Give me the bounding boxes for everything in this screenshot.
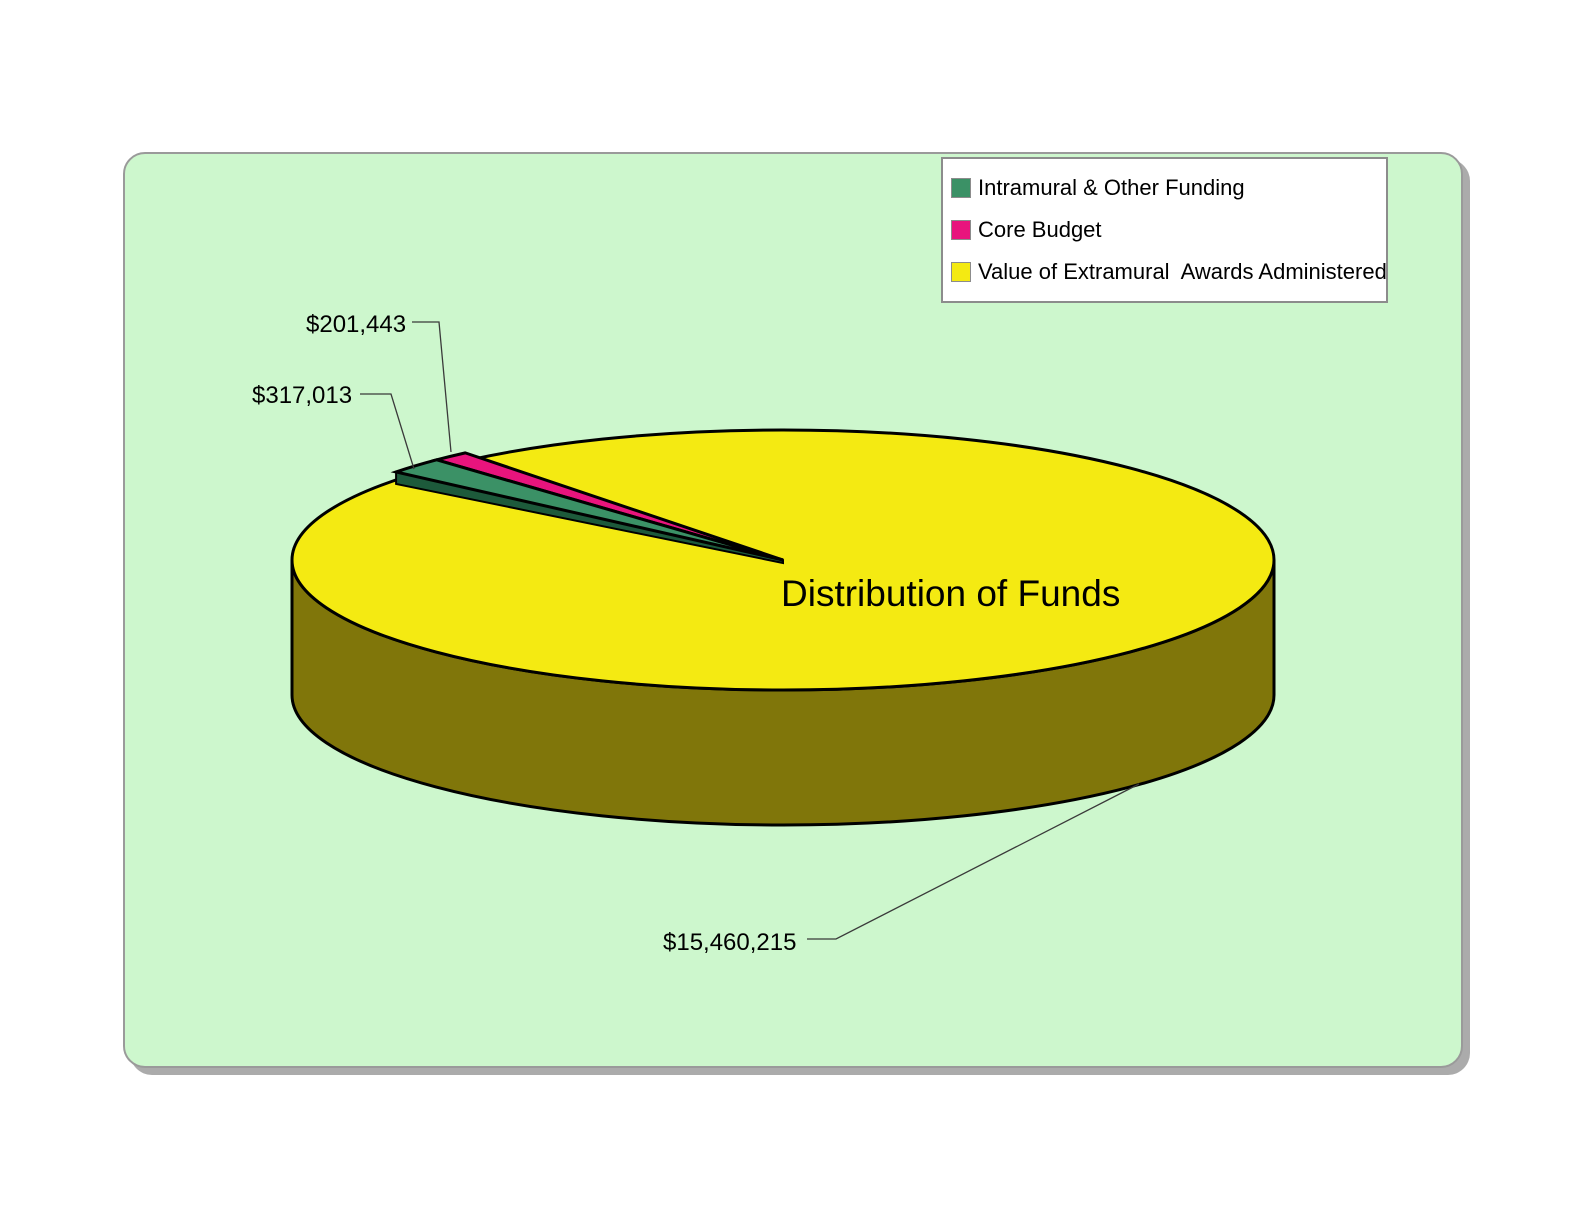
- legend-swatch-intramural: [951, 178, 971, 198]
- legend-swatch-core-budget: [951, 220, 971, 240]
- legend-label-core-budget: Core Budget: [978, 217, 1102, 242]
- leader-line-core-budget: [412, 321, 452, 453]
- value-label-extramural: $15,460,215: [663, 929, 796, 956]
- legend-label-extramural: Value of Extramural Awards Administered: [978, 259, 1387, 284]
- leader-line-extramural: [807, 783, 1140, 940]
- legend-swatch-extramural: [951, 262, 971, 282]
- chart-title: Distribution of Funds: [781, 573, 1120, 614]
- pie-layers: [290, 428, 1276, 827]
- value-label-intramural: $317,013: [252, 382, 352, 409]
- legend-item-core-budget: Core Budget: [951, 217, 1386, 243]
- pie-slice-intramural: [390, 458, 784, 562]
- legend-item-intramural: Intramural & Other Funding: [951, 175, 1386, 201]
- legend-label-intramural: Intramural & Other Funding: [978, 175, 1245, 200]
- legend: Intramural & Other Funding Core Budget V…: [941, 157, 1388, 303]
- value-label-core-budget: $201,443: [306, 311, 406, 338]
- leader-line-intramural: [360, 393, 415, 470]
- legend-item-extramural: Value of Extramural Awards Administered: [951, 259, 1387, 285]
